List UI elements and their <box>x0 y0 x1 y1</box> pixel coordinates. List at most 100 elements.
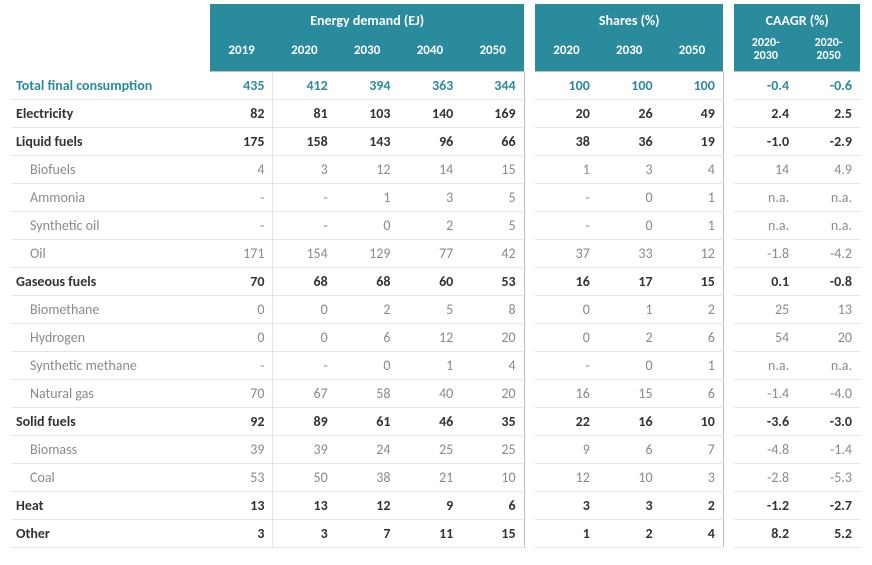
row-label: Solid fuels <box>12 408 210 436</box>
shares-cell: 19 <box>661 128 724 156</box>
caagr-cell: -1.4 <box>797 436 860 464</box>
table-row: Hydrogen00612200265420 <box>12 324 860 352</box>
shares-cell: 4 <box>661 156 724 184</box>
header-group-shares: Shares (%) <box>535 5 723 33</box>
energy-cell: 363 <box>399 72 462 100</box>
caagr-cell: -1.8 <box>734 240 797 268</box>
energy-cell: 3 <box>273 156 336 184</box>
energy-cell: 15 <box>461 156 524 184</box>
shares-cell: 100 <box>598 72 661 100</box>
energy-cell: 3 <box>399 184 462 212</box>
table-row: Liquid fuels1751581439666383619-1.0-2.9 <box>12 128 860 156</box>
energy-cell: 68 <box>273 268 336 296</box>
shares-cell: 49 <box>661 100 724 128</box>
caagr-cell: -1.4 <box>734 380 797 408</box>
row-label: Heat <box>12 492 210 520</box>
shares-cell: 6 <box>661 380 724 408</box>
energy-cell: 3 <box>273 520 336 548</box>
energy-cell: 10 <box>461 464 524 492</box>
table-row: Other33711151248.25.2 <box>12 520 860 548</box>
row-label: Biomass <box>12 436 210 464</box>
header-caagr-0: 2020- 2030 <box>734 33 797 72</box>
caagr-cell: -1.2 <box>734 492 797 520</box>
caagr-cell: -1.0 <box>734 128 797 156</box>
header-energy-year-2: 2030 <box>336 33 399 72</box>
energy-cell: 0 <box>336 352 399 380</box>
column-separator <box>723 212 734 240</box>
energy-cell: 89 <box>273 408 336 436</box>
column-separator <box>723 436 734 464</box>
caagr-cell: 13 <box>797 296 860 324</box>
caagr-cell: n.a. <box>797 212 860 240</box>
energy-cell: 81 <box>273 100 336 128</box>
header-group-energy: Energy demand (EJ) <box>210 5 524 33</box>
column-separator <box>723 296 734 324</box>
column-separator <box>524 240 535 268</box>
column-separator <box>524 352 535 380</box>
caagr-cell: -4.8 <box>734 436 797 464</box>
energy-cell: 6 <box>461 492 524 520</box>
energy-cell: 7 <box>336 520 399 548</box>
column-separator <box>524 128 535 156</box>
caagr-cell: 5.2 <box>797 520 860 548</box>
energy-cell: 39 <box>210 436 273 464</box>
energy-cell: 5 <box>399 296 462 324</box>
energy-cell: 154 <box>273 240 336 268</box>
column-separator <box>723 100 734 128</box>
energy-cell: 344 <box>461 72 524 100</box>
energy-cell: 2 <box>399 212 462 240</box>
header-caagr-1: 2020- 2050 <box>797 33 860 72</box>
shares-cell: 0 <box>598 184 661 212</box>
header-group-caagr: CAAGR (%) <box>734 5 860 33</box>
energy-cell: 0 <box>273 296 336 324</box>
caagr-cell: n.a. <box>797 352 860 380</box>
caagr-cell: -0.6 <box>797 72 860 100</box>
row-label: Synthetic oil <box>12 212 210 240</box>
energy-cell: 394 <box>336 72 399 100</box>
column-separator <box>524 156 535 184</box>
shares-cell: 38 <box>535 128 598 156</box>
table-row: Heat13131296332-1.2-2.7 <box>12 492 860 520</box>
energy-cell: 0 <box>210 324 273 352</box>
header-energy-year-3: 2040 <box>399 33 462 72</box>
energy-cell: 12 <box>399 324 462 352</box>
energy-cell: 14 <box>399 156 462 184</box>
energy-cell: 50 <box>273 464 336 492</box>
caagr-cell: n.a. <box>797 184 860 212</box>
row-label: Liquid fuels <box>12 128 210 156</box>
header-sep-1 <box>524 5 535 72</box>
caagr-cell: -4.0 <box>797 380 860 408</box>
shares-cell: - <box>535 352 598 380</box>
caagr-cell: n.a. <box>734 184 797 212</box>
shares-cell: 10 <box>598 464 661 492</box>
energy-cell: 129 <box>336 240 399 268</box>
shares-cell: 12 <box>661 240 724 268</box>
column-separator <box>723 464 734 492</box>
energy-cell: 70 <box>210 268 273 296</box>
energy-cell: 6 <box>336 324 399 352</box>
energy-cell: 25 <box>461 436 524 464</box>
shares-cell: 1 <box>598 296 661 324</box>
energy-cell: 171 <box>210 240 273 268</box>
caagr-cell: -2.7 <box>797 492 860 520</box>
row-label: Total final consumption <box>12 72 210 100</box>
energy-cell: 13 <box>210 492 273 520</box>
energy-table: Energy demand (EJ) Shares (%) CAAGR (%) … <box>12 4 860 548</box>
shares-cell: 1 <box>661 352 724 380</box>
energy-cell: 53 <box>461 268 524 296</box>
column-separator <box>524 436 535 464</box>
shares-cell: 1 <box>661 184 724 212</box>
header-shares-year-1: 2030 <box>598 33 661 72</box>
caagr-cell: 2.5 <box>797 100 860 128</box>
table-row: Electricity82811031401692026492.42.5 <box>12 100 860 128</box>
energy-cell: 5 <box>461 184 524 212</box>
column-separator <box>723 268 734 296</box>
column-separator <box>524 324 535 352</box>
shares-cell: 1 <box>535 520 598 548</box>
caagr-cell: 0.1 <box>734 268 797 296</box>
header-energy-year-4: 2050 <box>461 33 524 72</box>
energy-cell: 5 <box>461 212 524 240</box>
table-row: Coal535038211012103-2.8-5.3 <box>12 464 860 492</box>
shares-cell: 12 <box>535 464 598 492</box>
energy-cell: 15 <box>461 520 524 548</box>
